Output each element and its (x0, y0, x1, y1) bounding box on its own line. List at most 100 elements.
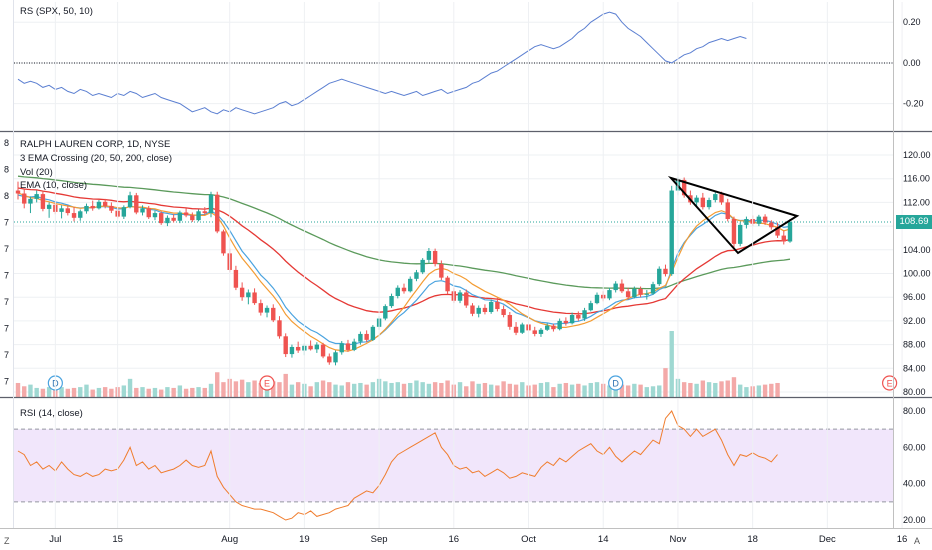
volume-bar[interactable] (532, 384, 537, 397)
candle-body[interactable] (308, 345, 313, 350)
ema-label[interactable]: EMA (10, close) (20, 180, 88, 191)
volume-bar[interactable] (625, 385, 631, 397)
candle-body[interactable] (146, 208, 151, 218)
candle-body[interactable] (127, 195, 133, 208)
volume-bar[interactable] (538, 382, 544, 397)
volume-bar[interactable] (719, 381, 724, 397)
candle-body[interactable] (781, 235, 786, 242)
earnings-marker[interactable] (259, 375, 275, 391)
candle-body[interactable] (171, 217, 176, 221)
volume-bar[interactable] (283, 373, 288, 397)
candle-body[interactable] (482, 307, 488, 313)
price-pane[interactable]: 80.00 84.00 88.00 92.00 96.00 100.00 104.00 108… (4, 138, 931, 397)
candle-body[interactable] (239, 287, 245, 298)
candle-body[interactable] (96, 201, 102, 209)
candle-body[interactable] (196, 211, 201, 221)
volume-bar[interactable] (464, 386, 469, 397)
volume-bar[interactable] (650, 386, 656, 397)
candle-body[interactable] (594, 294, 600, 304)
volume-bar[interactable] (90, 389, 95, 397)
volume-bar[interactable] (15, 382, 21, 397)
candle-body[interactable] (358, 333, 363, 342)
candle-body[interactable] (632, 288, 637, 298)
candle-body[interactable] (501, 309, 506, 315)
candle-body[interactable] (190, 215, 195, 221)
candle-body[interactable] (650, 284, 656, 294)
volume-bar[interactable] (271, 381, 276, 397)
volume-bar[interactable] (457, 382, 463, 397)
volume-bar[interactable] (71, 387, 77, 397)
auto-scale-button[interactable]: A (914, 536, 921, 546)
dividend-marker[interactable] (608, 375, 624, 391)
volume-bar[interactable] (339, 385, 344, 397)
volume-bar[interactable] (588, 382, 593, 397)
volume-bar[interactable] (681, 382, 687, 397)
volume-bar[interactable] (389, 382, 394, 397)
candle-body[interactable] (638, 288, 643, 295)
candle-body[interactable] (152, 213, 158, 218)
candle-body[interactable] (470, 305, 475, 314)
volume-bar[interactable] (158, 389, 164, 397)
candle-body[interactable] (513, 326, 519, 333)
candle-body[interactable] (457, 292, 463, 301)
volume-bar[interactable] (638, 384, 643, 397)
volume-bar[interactable] (551, 387, 556, 397)
candle-body[interactable] (90, 205, 95, 209)
candle-body[interactable] (34, 194, 39, 199)
candle-body[interactable] (264, 307, 270, 313)
candle-body[interactable] (700, 197, 706, 208)
volume-bar[interactable] (327, 382, 332, 397)
candle-body[interactable] (426, 250, 432, 260)
volume-bar[interactable] (351, 383, 357, 397)
candle-body[interactable] (383, 306, 388, 319)
candle-body[interactable] (520, 324, 525, 333)
time-axis[interactable]: Jul 15 Aug 19 Sep 16 Oct 14 Nov 18 Dec 16 (49, 2, 907, 545)
volume-bar[interactable] (96, 387, 102, 397)
candle-body[interactable] (619, 283, 625, 292)
volume-bar[interactable] (171, 387, 176, 397)
candle-body[interactable] (787, 222, 793, 242)
volume-bar[interactable] (644, 387, 650, 397)
candle-body[interactable] (588, 303, 593, 311)
volume-bar[interactable] (744, 387, 749, 397)
candle-body[interactable] (737, 224, 743, 244)
volume-bar[interactable] (507, 383, 513, 397)
candle-body[interactable] (59, 208, 64, 212)
volume-bar[interactable] (632, 383, 637, 397)
candle-body[interactable] (134, 195, 139, 213)
volume-bar[interactable] (202, 387, 207, 397)
candle-body[interactable] (420, 259, 425, 273)
volume-bar[interactable] (482, 382, 488, 397)
candle-body[interactable] (625, 291, 631, 298)
volume-bar[interactable] (513, 384, 519, 397)
candle-body[interactable] (401, 287, 407, 292)
candle-body[interactable] (445, 277, 450, 292)
candle-body[interactable] (208, 194, 214, 214)
volume-bar[interactable] (295, 382, 301, 397)
volume-bar[interactable] (520, 382, 525, 397)
volume-bar[interactable] (215, 372, 220, 397)
candle-body[interactable] (432, 250, 438, 265)
volume-bar[interactable] (246, 382, 251, 397)
volume-bar[interactable] (34, 387, 39, 397)
candle-body[interactable] (320, 344, 326, 357)
candle-body[interactable] (28, 198, 33, 204)
volume-bar[interactable] (488, 384, 494, 397)
candle-body[interactable] (532, 330, 537, 334)
candle-body[interactable] (252, 292, 257, 304)
volume-bar[interactable] (65, 388, 71, 397)
volume-bar[interactable] (59, 387, 64, 397)
candle-body[interactable] (71, 213, 77, 218)
volume-bar[interactable] (544, 382, 550, 397)
volume-bar[interactable] (408, 382, 413, 397)
candle-body[interactable] (408, 278, 413, 292)
candle-body[interactable] (476, 307, 481, 314)
volume-bar[interactable] (258, 382, 264, 397)
volume-bar[interactable] (501, 381, 506, 397)
volume-bar[interactable] (762, 384, 768, 397)
candle-body[interactable] (681, 179, 687, 196)
candle-body[interactable] (576, 314, 581, 319)
candle-body[interactable] (314, 344, 320, 350)
volume-bar[interactable] (127, 378, 133, 397)
volume-bar[interactable] (134, 387, 139, 397)
